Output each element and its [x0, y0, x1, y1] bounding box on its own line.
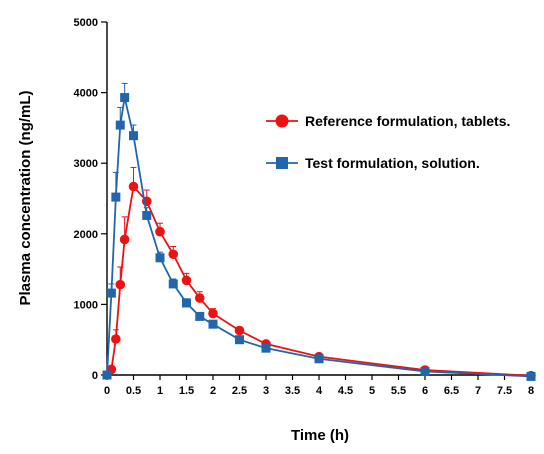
- data-point-test: [168, 279, 178, 289]
- data-point-test: [261, 343, 271, 353]
- legend-item-test: Test formulation, solution.: [266, 155, 480, 171]
- x-tick-label: 5: [369, 385, 375, 397]
- x-tick-label: 3.5: [285, 385, 300, 397]
- data-point-test: [526, 371, 536, 381]
- data-point-reference: [181, 275, 192, 286]
- x-tick-label: 0.5: [126, 385, 141, 397]
- y-tick-label: 0: [92, 370, 98, 382]
- series-test: [102, 82, 536, 381]
- data-point-test: [182, 298, 191, 308]
- legend-item-reference: Reference formulation, tablets.: [266, 113, 510, 129]
- data-point-test: [115, 120, 125, 130]
- data-point-test: [111, 192, 121, 202]
- data-point-reference: [194, 293, 205, 303]
- legend-label-test: Test formulation, solution.: [305, 155, 480, 171]
- data-point-test: [235, 335, 244, 345]
- legend-label-reference: Reference formulation, tablets.: [305, 113, 510, 129]
- series-line-test: [106, 97, 532, 378]
- x-tick-label: 5.5: [391, 385, 406, 397]
- data-point-test: [420, 366, 430, 376]
- data-point-test: [195, 311, 205, 321]
- data-point-test: [102, 370, 112, 380]
- y-tick-label: 3000: [74, 158, 98, 170]
- y-tick-label: 1000: [74, 299, 98, 311]
- data-point-reference: [119, 234, 130, 245]
- data-point-reference: [128, 181, 139, 192]
- y-axis-title: Plasma concentration (ng/mL): [17, 90, 34, 305]
- x-tick-label: 0: [104, 385, 110, 397]
- data-point-test: [129, 131, 138, 141]
- data-point-reference: [155, 226, 165, 237]
- data-point-reference: [208, 308, 218, 319]
- x-ticks: 0 0.5 1 1.5 2 2.5 3 3.5 4 4.5 5 5.5 6 6.5 7 7.5 8: [104, 375, 534, 397]
- data-point-reference: [115, 279, 126, 290]
- data-point-test: [208, 319, 218, 329]
- x-tick-label: 2: [210, 385, 216, 397]
- data-point-test: [142, 210, 152, 220]
- x-tick-label: 7.5: [497, 385, 512, 397]
- x-tick-label: 3: [263, 385, 269, 397]
- data-point-test: [314, 354, 324, 364]
- data-point-reference: [234, 325, 245, 336]
- axes: 0 1000 2000 3000 4000 5000 0 0.5 1 1.5 2 2.5 3 3.5 4 4…: [74, 17, 535, 397]
- plot-area: [102, 82, 536, 381]
- x-tick-label: 4: [316, 385, 323, 397]
- x-tick-label: 2.5: [232, 385, 247, 397]
- y-tick-label: 4000: [74, 88, 98, 100]
- x-tick-label: 1: [157, 385, 163, 397]
- x-tick-label: 7: [475, 385, 481, 397]
- y-ticks: 0 1000 2000 3000 4000 5000: [74, 17, 107, 382]
- x-tick-label: 8: [528, 385, 534, 397]
- data-point-test: [155, 253, 165, 263]
- legend-marker-reference: [275, 114, 289, 128]
- x-tick-label: 6.5: [444, 385, 459, 397]
- x-axis-title: Time (h): [291, 427, 349, 444]
- y-tick-label: 2000: [74, 229, 98, 241]
- x-tick-label: 4.5: [338, 385, 353, 397]
- data-point-test: [120, 93, 130, 103]
- data-point-reference: [168, 249, 179, 260]
- legend: Reference formulation, tablets. Test for…: [266, 113, 510, 171]
- legend-marker-test: [276, 157, 288, 169]
- data-point-test: [106, 288, 116, 298]
- data-point-reference: [111, 334, 121, 344]
- y-tick-label: 5000: [74, 17, 98, 29]
- x-tick-label: 1.5: [179, 385, 194, 397]
- x-tick-label: 6: [422, 385, 428, 397]
